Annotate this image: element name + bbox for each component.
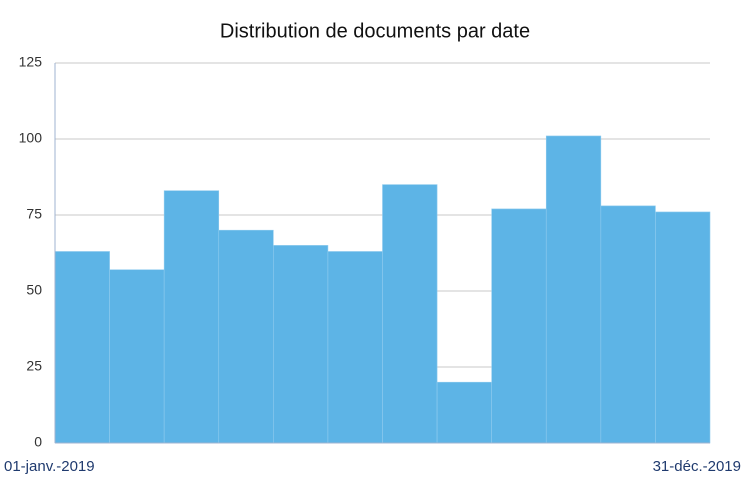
bar [218, 229, 274, 444]
chart-title: Distribution de documents par date [220, 20, 530, 42]
y-tick-label: 25 [26, 358, 42, 374]
bar [327, 251, 383, 444]
x-tick-label: 01-janv.-2019 [4, 458, 95, 475]
y-tick-label: 0 [34, 434, 42, 450]
bar [382, 184, 438, 444]
y-tick-label: 75 [26, 206, 42, 222]
bar [436, 381, 492, 444]
bar [545, 135, 602, 444]
y-tick-label: 125 [19, 54, 43, 70]
y-tick-label: 50 [26, 282, 42, 298]
bar [600, 205, 656, 444]
bar [655, 211, 711, 444]
y-tick-label: 100 [19, 130, 43, 146]
x-tick-label: 31-déc.-2019 [653, 458, 741, 475]
bar [54, 251, 110, 444]
bar [163, 190, 220, 444]
bar [491, 208, 547, 444]
bar [109, 269, 165, 444]
bar [273, 245, 329, 444]
